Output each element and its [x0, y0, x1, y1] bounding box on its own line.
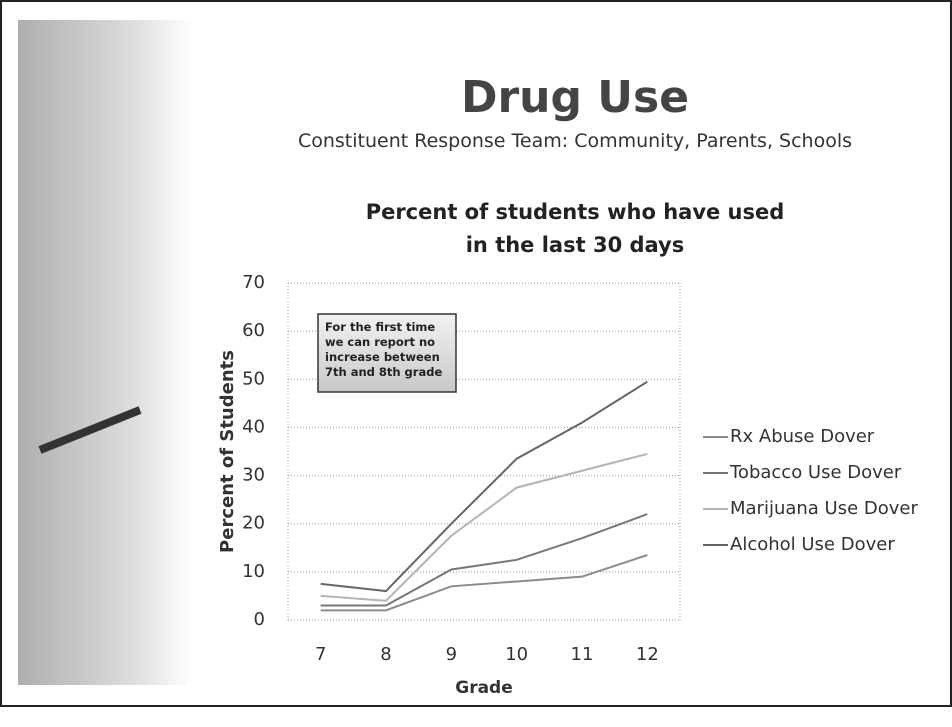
x-axis-label: Grade: [455, 678, 513, 698]
decorative-image: [18, 20, 193, 685]
slide-subtitle: Constituent Response Team: Community, Pa…: [230, 130, 920, 152]
x-tick-label: 9: [446, 644, 457, 665]
y-tick-label: 30: [242, 465, 265, 486]
legend-label: Tobacco Use Dover: [729, 462, 902, 483]
series-line: [321, 514, 648, 605]
slide: 0 10 20 30 40 50 60 70 Percent of Students Grade 7…: [0, 0, 952, 727]
series-line: [321, 382, 648, 591]
x-tick-label: 8: [380, 644, 391, 665]
series-line: [321, 555, 648, 610]
y-tick-label: 50: [242, 368, 265, 389]
x-tick-label: 11: [571, 644, 594, 665]
x-tick-label: 10: [505, 644, 528, 665]
y-tick-label: 20: [242, 513, 265, 534]
y-tick-label: 10: [242, 561, 265, 582]
y-axis-label: Percent of Students: [217, 350, 238, 553]
x-tick-label: 7: [315, 644, 326, 665]
y-tick-label: 40: [242, 416, 265, 437]
chart-title: Percent of students who have used in the…: [355, 196, 795, 262]
x-tick-label: 12: [636, 644, 659, 665]
legend-label: Rx Abuse Dover: [730, 426, 875, 447]
slide-title: Drug Use: [380, 72, 770, 123]
y-tick-label: 0: [254, 609, 265, 630]
legend-label: Alcohol Use Dover: [730, 534, 895, 555]
legend-label: Marijuana Use Dover: [730, 498, 919, 519]
y-tick-label: 70: [242, 272, 265, 293]
annotation: For the first time we can report no incr…: [325, 320, 453, 380]
y-tick-label: 60: [242, 320, 265, 341]
